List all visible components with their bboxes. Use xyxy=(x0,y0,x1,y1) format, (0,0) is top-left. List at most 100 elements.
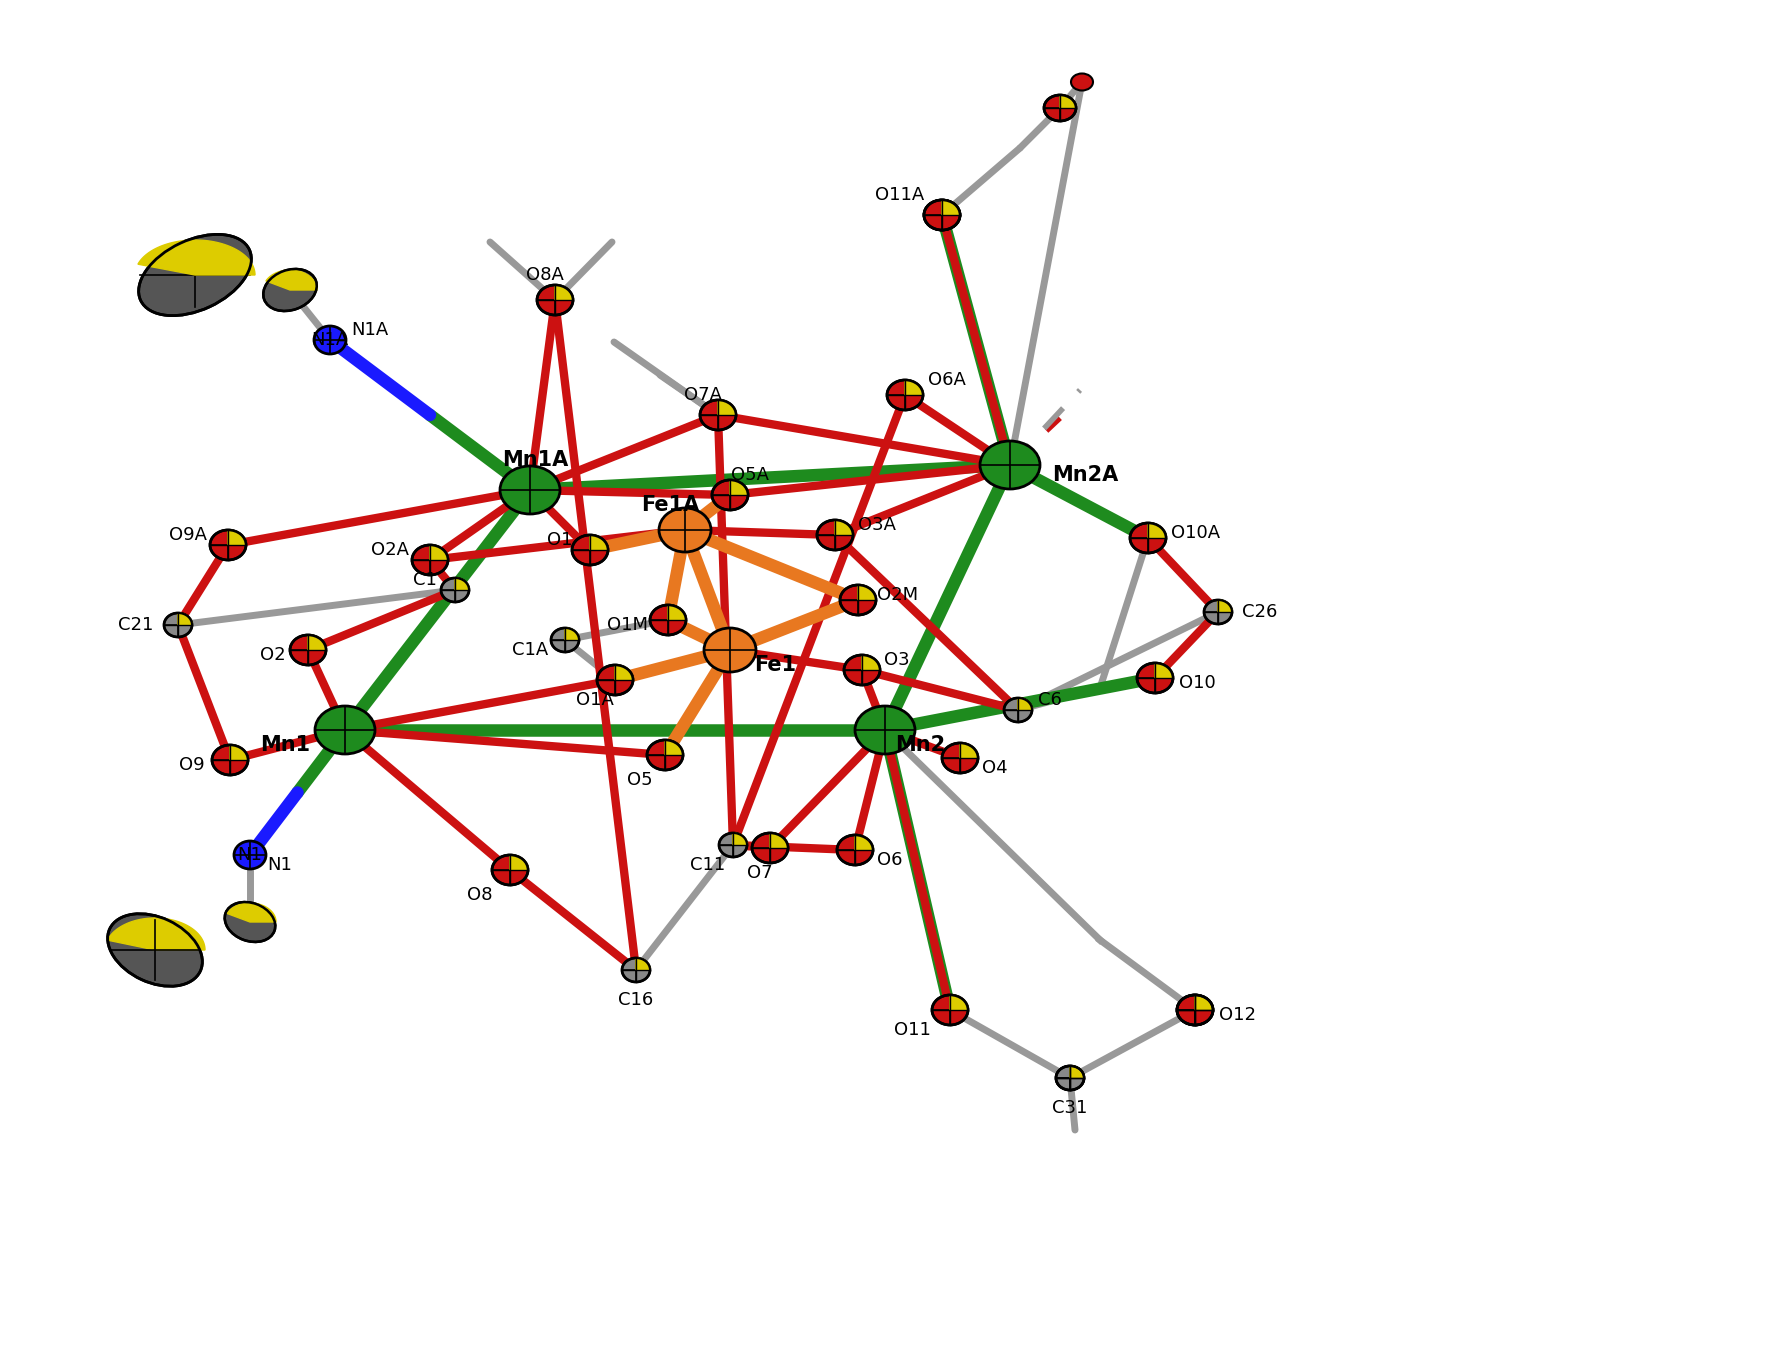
Polygon shape xyxy=(855,836,872,851)
Ellipse shape xyxy=(753,833,789,863)
Ellipse shape xyxy=(855,706,915,754)
Polygon shape xyxy=(960,743,978,758)
Ellipse shape xyxy=(719,833,747,857)
Text: O3A: O3A xyxy=(858,516,896,534)
Polygon shape xyxy=(771,833,789,848)
Polygon shape xyxy=(904,380,922,395)
Ellipse shape xyxy=(212,744,248,774)
Ellipse shape xyxy=(837,836,872,866)
Text: O2: O2 xyxy=(260,646,285,664)
Ellipse shape xyxy=(1204,600,1233,623)
Ellipse shape xyxy=(492,855,528,885)
Polygon shape xyxy=(951,995,969,1010)
Text: O7: O7 xyxy=(747,864,772,882)
Text: O1M: O1M xyxy=(608,617,649,634)
Polygon shape xyxy=(1218,600,1233,612)
Polygon shape xyxy=(1070,1066,1085,1078)
Ellipse shape xyxy=(551,627,580,652)
Text: O11: O11 xyxy=(894,1021,931,1038)
Text: C6: C6 xyxy=(1038,691,1061,709)
Text: O1A: O1A xyxy=(576,691,614,709)
Polygon shape xyxy=(430,544,448,559)
Polygon shape xyxy=(862,655,880,670)
Ellipse shape xyxy=(291,636,326,666)
Polygon shape xyxy=(942,200,960,215)
Polygon shape xyxy=(1060,95,1076,108)
Polygon shape xyxy=(137,240,255,275)
Text: O5A: O5A xyxy=(731,465,769,485)
Text: N1: N1 xyxy=(268,856,293,874)
Text: O2M: O2M xyxy=(878,587,919,604)
Text: C26: C26 xyxy=(1242,603,1277,621)
Text: O9A: O9A xyxy=(169,525,207,544)
Ellipse shape xyxy=(931,995,969,1025)
Polygon shape xyxy=(228,529,246,544)
Polygon shape xyxy=(1147,523,1167,538)
Ellipse shape xyxy=(979,441,1040,489)
Ellipse shape xyxy=(699,400,737,430)
Ellipse shape xyxy=(623,958,649,983)
Ellipse shape xyxy=(441,578,469,602)
Text: O5: O5 xyxy=(628,770,653,789)
Ellipse shape xyxy=(844,655,880,685)
Text: O3: O3 xyxy=(885,651,910,670)
Ellipse shape xyxy=(211,529,246,559)
Text: O12: O12 xyxy=(1218,1006,1256,1023)
Text: O11A: O11A xyxy=(876,186,924,204)
Ellipse shape xyxy=(598,666,633,695)
Polygon shape xyxy=(309,636,326,651)
Text: Mn1: Mn1 xyxy=(260,735,310,755)
Ellipse shape xyxy=(107,913,202,987)
Text: N1A: N1A xyxy=(351,321,389,339)
Ellipse shape xyxy=(1056,1066,1085,1090)
Polygon shape xyxy=(566,627,580,640)
Ellipse shape xyxy=(1056,1066,1085,1090)
Polygon shape xyxy=(733,833,747,845)
Ellipse shape xyxy=(139,234,252,316)
Ellipse shape xyxy=(649,606,687,636)
Ellipse shape xyxy=(573,535,608,565)
Text: O10: O10 xyxy=(1179,674,1215,691)
Ellipse shape xyxy=(712,480,747,510)
Ellipse shape xyxy=(840,585,876,615)
Polygon shape xyxy=(667,606,687,621)
Ellipse shape xyxy=(537,284,573,314)
Text: C11: C11 xyxy=(690,856,726,874)
Text: N1A: N1A xyxy=(312,331,348,348)
Polygon shape xyxy=(1195,995,1213,1010)
Text: C1A: C1A xyxy=(512,641,548,659)
Ellipse shape xyxy=(924,200,960,230)
Ellipse shape xyxy=(412,544,448,574)
Polygon shape xyxy=(637,958,649,970)
Text: O6A: O6A xyxy=(928,372,965,389)
Ellipse shape xyxy=(225,902,275,942)
Polygon shape xyxy=(591,535,608,550)
Text: O10A: O10A xyxy=(1172,524,1220,542)
Ellipse shape xyxy=(817,520,853,550)
Polygon shape xyxy=(455,578,469,591)
Text: Fe1A: Fe1A xyxy=(640,495,699,514)
Ellipse shape xyxy=(658,508,712,553)
Text: O9: O9 xyxy=(178,755,205,774)
Ellipse shape xyxy=(924,200,960,230)
Polygon shape xyxy=(230,744,248,759)
Text: O4: O4 xyxy=(983,759,1008,777)
Text: Mn2: Mn2 xyxy=(896,735,946,755)
Ellipse shape xyxy=(648,740,683,770)
Polygon shape xyxy=(1195,995,1213,1010)
Polygon shape xyxy=(665,740,683,755)
Ellipse shape xyxy=(1129,523,1167,553)
Text: N1: N1 xyxy=(237,847,262,864)
Ellipse shape xyxy=(314,327,346,354)
Polygon shape xyxy=(730,480,747,495)
Ellipse shape xyxy=(164,612,193,637)
Text: C21: C21 xyxy=(118,617,153,634)
Polygon shape xyxy=(555,284,573,299)
Polygon shape xyxy=(1154,663,1174,678)
Text: C31: C31 xyxy=(1053,1098,1088,1117)
Polygon shape xyxy=(835,520,853,535)
Polygon shape xyxy=(942,200,960,215)
Polygon shape xyxy=(227,902,277,921)
Text: Mn1A: Mn1A xyxy=(501,450,567,470)
Text: O8: O8 xyxy=(467,886,492,904)
